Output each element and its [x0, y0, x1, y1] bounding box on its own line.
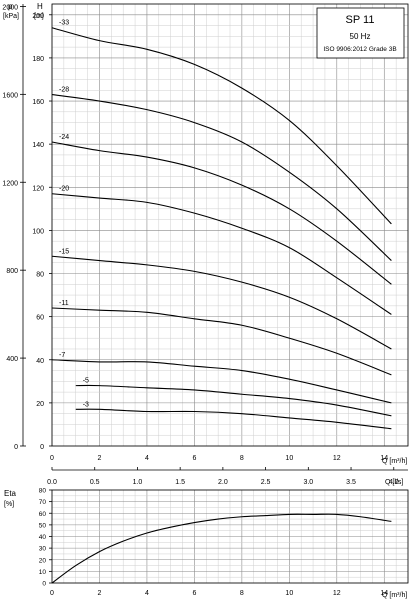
x-tick-label-ls: 0.0	[47, 479, 57, 486]
title-box	[316, 7, 405, 59]
eta-x-tick-label: 10	[285, 590, 293, 597]
eta-y-tick-label: 20	[39, 557, 47, 564]
head-chart-axes: 0204060801001201401601802000400800120016…	[2, 3, 409, 486]
eta-y-tick-label: 50	[39, 522, 47, 529]
y-name-m: H	[37, 2, 43, 11]
curve-label-28: -28	[59, 87, 69, 94]
curve-label-5: -5	[83, 378, 89, 385]
x-tick-label-m3h: 0	[50, 455, 54, 462]
eta-unit: [%]	[4, 501, 14, 508]
y-unit-m: [m]	[34, 13, 44, 20]
head-curve-15	[51, 255, 392, 350]
eta-x-tick-label: 2	[98, 590, 102, 597]
y-tick-label-kpa: 400	[6, 356, 18, 363]
head-curve-20	[51, 193, 392, 315]
x-tick-label-m3h: 2	[98, 455, 102, 462]
curve-label-24: -24	[59, 134, 69, 141]
y-tick-label-m: 120	[32, 185, 44, 192]
y-name-kpa: p	[8, 2, 13, 11]
y-tick-label-kpa: 1200	[2, 180, 18, 187]
x-label-m3h: Q [m³/h]	[382, 458, 407, 465]
x-tick-label-ls: 2.5	[261, 479, 271, 486]
head-curve-3	[75, 408, 392, 430]
y-tick-label-m: 60	[36, 315, 44, 322]
efficiency-chart-axes: 0 10 20 30 40 50 60 70 80 0 2 4 6 8 10 12 14	[39, 488, 409, 597]
curve-label-7: -7	[59, 352, 65, 359]
curve-label-15: -15	[59, 248, 69, 255]
x-tick-label-m3h: 12	[333, 455, 341, 462]
x-tick-label-ls: 3.5	[346, 479, 356, 486]
curve-label-20: -20	[59, 186, 69, 193]
efficiency-curve-line-0	[51, 513, 392, 584]
head-curve-11	[51, 307, 392, 376]
eta-y-tick-label: 70	[39, 499, 47, 506]
y-tick-label-kpa: 800	[6, 268, 18, 275]
x-tick-label-ls: 3.0	[303, 479, 313, 486]
eta-name: Eta	[4, 489, 17, 498]
eta-x-label: Q [m³/h]	[382, 592, 407, 599]
x-tick-label-ls: 2.0	[218, 479, 228, 486]
y-tick-label-m: 100	[32, 228, 44, 235]
head-curve-7	[51, 359, 392, 404]
eta-x-tick-label: 14	[380, 590, 388, 597]
head-curves: -33 -28 -24 -20 -15 -11 -7 -5 -3	[51, 20, 392, 430]
x-tick-label-m3h: 10	[285, 455, 293, 462]
eta-y-tick-label: 40	[39, 534, 47, 541]
eta-x-tick-label: 8	[240, 590, 244, 597]
x-tick-label-ls: 1.0	[133, 479, 143, 486]
eta-y-tick-label: 0	[42, 581, 46, 588]
head-curve-24	[51, 141, 392, 285]
head-curve-28	[51, 94, 392, 261]
y-tick-label-kpa: 0	[14, 444, 18, 451]
y-tick-label-m: 140	[32, 142, 44, 149]
y-tick-label-m: 200	[32, 13, 44, 20]
y-tick-label-m: 0	[40, 444, 44, 451]
head-plot-frame	[51, 3, 409, 447]
chart-subtitle-standard: ISO 9906:2012 Grade 3B	[323, 46, 396, 53]
curve-label-11: -11	[59, 300, 69, 307]
eta-x-tick-label: 12	[333, 590, 341, 597]
eta-y-tick-label: 80	[39, 488, 47, 495]
eta-x-tick-label: 6	[192, 590, 196, 597]
x-tick-label-ls: 0.5	[90, 479, 100, 486]
x-label-ls: Q [l/s]	[385, 479, 403, 486]
head-chart-grid	[51, 3, 409, 447]
efficiency-curve	[51, 513, 392, 584]
head-curve-33	[51, 27, 392, 225]
eta-y-tick-label: 30	[39, 546, 47, 553]
x-tick-label-ls: 1.5	[175, 479, 185, 486]
eta-y-tick-label: 10	[39, 569, 47, 576]
eta-y-tick-label: 60	[39, 511, 47, 518]
x-tick-label-m3h: 4	[145, 455, 149, 462]
efficiency-chart-grid	[51, 489, 409, 584]
y-tick-label-m: 80	[36, 272, 44, 279]
y-tick-label-m: 20	[36, 401, 44, 408]
x-tick-label-ls: 4.0	[389, 479, 399, 486]
x-tick-label-m3h: 14	[380, 455, 388, 462]
curve-label-3: -3	[83, 401, 89, 408]
eta-x-tick-label: 4	[145, 590, 149, 597]
chart-subtitle-frequency: 50 Hz	[350, 32, 371, 41]
y-tick-label-kpa: 2000	[2, 4, 18, 11]
y-tick-label-kpa: 1600	[2, 92, 18, 99]
y-tick-label-m: 160	[32, 99, 44, 106]
eta-x-tick-label: 0	[50, 590, 54, 597]
y-tick-label-m: 180	[32, 56, 44, 63]
curve-label-33: -33	[59, 20, 69, 27]
head-curve-5	[75, 384, 392, 417]
x-tick-label-m3h: 8	[240, 455, 244, 462]
y-unit-kpa: [kPa]	[3, 13, 19, 20]
x-tick-label-m3h: 6	[192, 455, 196, 462]
y-tick-label-m: 40	[36, 358, 44, 365]
chart-title: SP 11	[346, 14, 375, 26]
